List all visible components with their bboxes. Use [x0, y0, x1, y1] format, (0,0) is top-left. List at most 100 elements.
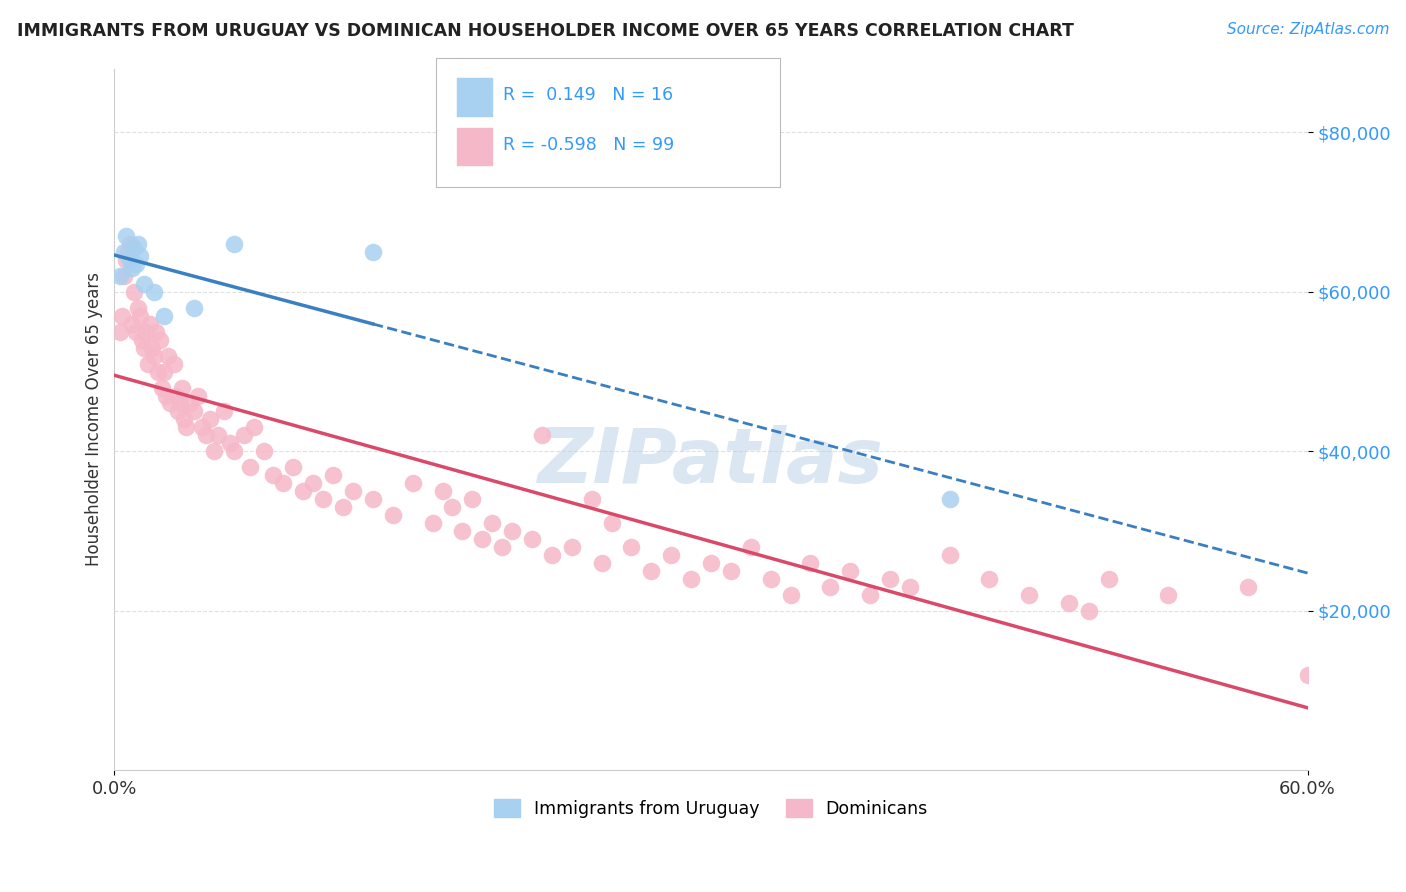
- Point: [124, 241, 146, 255]
- Point: [115, 229, 138, 244]
- Point: [381, 508, 404, 523]
- Point: [183, 404, 205, 418]
- Point: [491, 540, 513, 554]
- Point: [127, 237, 149, 252]
- Point: [143, 349, 166, 363]
- Point: [191, 420, 214, 434]
- Point: [232, 428, 254, 442]
- Point: [134, 277, 156, 291]
- Point: [561, 540, 583, 554]
- Point: [332, 500, 354, 515]
- Point: [159, 396, 181, 410]
- Point: [134, 341, 156, 355]
- Point: [150, 380, 173, 394]
- Point: [342, 484, 364, 499]
- Point: [198, 412, 221, 426]
- Point: [361, 492, 384, 507]
- Point: [432, 484, 454, 499]
- Point: [155, 388, 177, 402]
- Point: [124, 285, 146, 299]
- Point: [167, 404, 190, 418]
- Point: [131, 333, 153, 347]
- Point: [520, 532, 543, 546]
- Point: [1157, 588, 1180, 602]
- Point: [110, 268, 132, 283]
- Point: [194, 428, 217, 442]
- Point: [157, 349, 180, 363]
- Point: [700, 556, 723, 570]
- Text: R = -0.598   N = 99: R = -0.598 N = 99: [503, 136, 675, 154]
- Point: [139, 317, 162, 331]
- Text: R =  0.149   N = 16: R = 0.149 N = 16: [503, 87, 673, 104]
- Point: [322, 468, 344, 483]
- Point: [222, 237, 245, 252]
- Point: [242, 420, 264, 434]
- Point: [212, 404, 235, 418]
- Point: [799, 556, 821, 570]
- Point: [938, 548, 960, 562]
- Point: [422, 516, 444, 530]
- Point: [141, 341, 163, 355]
- Point: [759, 572, 782, 586]
- Legend: Immigrants from Uruguay, Dominicans: Immigrants from Uruguay, Dominicans: [488, 792, 935, 825]
- Point: [163, 357, 186, 371]
- Point: [1098, 572, 1121, 586]
- Point: [174, 420, 197, 434]
- Point: [165, 388, 187, 402]
- Point: [740, 540, 762, 554]
- Point: [312, 492, 335, 507]
- Point: [169, 396, 191, 410]
- Point: [222, 444, 245, 458]
- Point: [136, 357, 159, 371]
- Point: [451, 524, 474, 538]
- Point: [292, 484, 315, 499]
- Point: [283, 460, 305, 475]
- Text: Source: ZipAtlas.com: Source: ZipAtlas.com: [1226, 22, 1389, 37]
- Point: [402, 476, 425, 491]
- Point: [659, 548, 682, 562]
- Point: [112, 268, 135, 283]
- Point: [481, 516, 503, 530]
- Point: [461, 492, 484, 507]
- Point: [146, 365, 169, 379]
- Point: [218, 436, 240, 450]
- Point: [117, 244, 139, 259]
- Point: [110, 325, 132, 339]
- Point: [263, 468, 285, 483]
- Point: [125, 325, 148, 339]
- Point: [859, 588, 882, 602]
- Point: [239, 460, 262, 475]
- Point: [125, 257, 148, 271]
- Point: [581, 492, 603, 507]
- Point: [1237, 580, 1260, 594]
- Point: [839, 564, 862, 578]
- Point: [620, 540, 643, 554]
- Point: [202, 444, 225, 458]
- Point: [302, 476, 325, 491]
- Point: [153, 309, 176, 323]
- Point: [170, 380, 193, 394]
- Point: [143, 285, 166, 299]
- Point: [187, 388, 209, 402]
- Point: [640, 564, 662, 578]
- Point: [129, 309, 152, 323]
- Point: [173, 412, 195, 426]
- Point: [153, 365, 176, 379]
- Point: [681, 572, 703, 586]
- Point: [541, 548, 564, 562]
- Text: IMMIGRANTS FROM URUGUAY VS DOMINICAN HOUSEHOLDER INCOME OVER 65 YEARS CORRELATIO: IMMIGRANTS FROM URUGUAY VS DOMINICAN HOU…: [17, 22, 1074, 40]
- Point: [252, 444, 274, 458]
- Point: [1018, 588, 1040, 602]
- Point: [121, 317, 143, 331]
- Point: [121, 260, 143, 275]
- Point: [120, 252, 142, 267]
- Point: [938, 492, 960, 507]
- Text: ZIPatlas: ZIPatlas: [538, 425, 884, 499]
- Point: [183, 301, 205, 315]
- Point: [115, 252, 138, 267]
- Point: [820, 580, 842, 594]
- Point: [471, 532, 494, 546]
- Point: [207, 428, 229, 442]
- Point: [441, 500, 464, 515]
- Point: [779, 588, 801, 602]
